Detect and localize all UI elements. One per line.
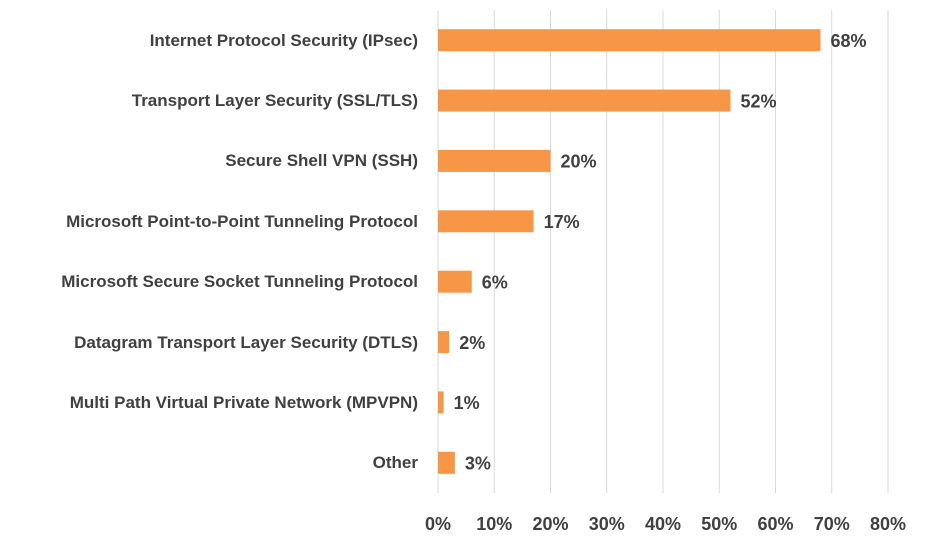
x-tick-label: 70% <box>814 514 850 534</box>
data-label: 17% <box>544 212 580 232</box>
bar <box>438 270 472 293</box>
category-label-box: Internet Protocol Security (IPsec) <box>18 10 418 70</box>
category-label-box: Datagram Transport Layer Security (DTLS) <box>18 312 418 372</box>
bar <box>438 29 821 52</box>
bar <box>438 391 444 414</box>
data-label: 68% <box>831 31 867 51</box>
category-label: Microsoft Point-to-Point Tunneling Proto… <box>66 211 418 231</box>
bar <box>438 149 551 172</box>
category-label-box: Other <box>18 433 418 493</box>
x-tick-label: 40% <box>645 514 681 534</box>
category-label-box: Microsoft Secure Socket Tunneling Protoc… <box>18 252 418 312</box>
category-label: Other <box>372 453 418 473</box>
x-tick-label: 60% <box>757 514 793 534</box>
data-label: 2% <box>459 333 485 353</box>
data-label: 52% <box>741 91 777 111</box>
x-tick-label: 0% <box>425 514 451 534</box>
category-label-box: Transport Layer Security (SSL/TLS) <box>18 71 418 131</box>
x-tick-label: 30% <box>589 514 625 534</box>
x-tick-label: 10% <box>476 514 512 534</box>
category-label: Internet Protocol Security (IPsec) <box>149 30 418 50</box>
category-label-box: Microsoft Point-to-Point Tunneling Proto… <box>18 191 418 251</box>
category-label-box: Multi Path Virtual Private Network (MPVP… <box>18 372 418 432</box>
bar <box>438 451 455 474</box>
data-label: 3% <box>465 454 491 474</box>
x-tick-label: 80% <box>870 514 906 534</box>
category-label: Transport Layer Security (SSL/TLS) <box>131 91 418 111</box>
category-label: Multi Path Virtual Private Network (MPVP… <box>69 392 418 412</box>
data-label: 6% <box>482 272 508 292</box>
category-label: Datagram Transport Layer Security (DTLS) <box>74 332 418 352</box>
bar <box>438 210 534 233</box>
bar <box>438 331 450 354</box>
x-tick-label: 20% <box>532 514 568 534</box>
data-label: 1% <box>454 393 480 413</box>
data-label: 20% <box>561 152 597 172</box>
category-label-box: Secure Shell VPN (SSH) <box>18 131 418 191</box>
category-label: Microsoft Secure Socket Tunneling Protoc… <box>61 272 418 292</box>
bar <box>438 89 731 112</box>
category-label: Secure Shell VPN (SSH) <box>225 151 418 171</box>
x-tick-label: 50% <box>701 514 737 534</box>
